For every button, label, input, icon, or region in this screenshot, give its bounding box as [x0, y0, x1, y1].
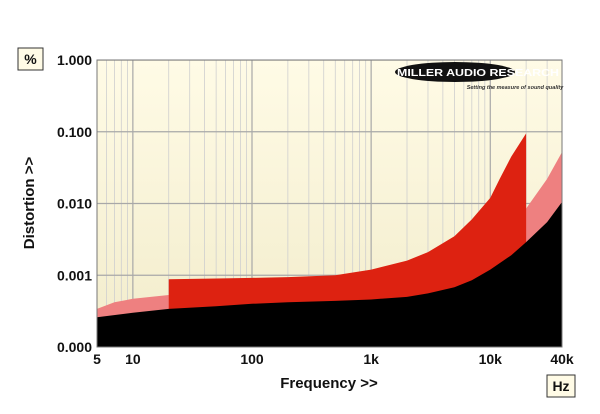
x-unit-label: Hz [552, 378, 569, 394]
series-group [97, 133, 562, 347]
x-tick-label: 5 [93, 351, 101, 367]
y-unit-label: % [24, 51, 37, 67]
y-tick-label: 0.000 [57, 339, 92, 355]
logo-name: MILLER AUDIO RESEARCH [397, 67, 559, 79]
y-tick-label: 0.010 [57, 196, 92, 212]
x-unit-box [546, 374, 576, 398]
logo-tagline: Setting the measure of sound quality [467, 85, 565, 91]
x-tick-labels: 5 10 100 1k 10k 40k [93, 351, 574, 367]
x-tick-label: 100 [240, 351, 264, 367]
series-area-3 [97, 201, 562, 347]
miller-audio-research-logo: MILLER AUDIO RESEARCH Setting the measur… [395, 62, 564, 91]
x-tick-label: 40k [550, 351, 574, 367]
y-tick-labels: 0.000 0.001 0.010 0.100 1.000 [57, 52, 92, 355]
y-tick-label: 0.100 [57, 124, 92, 140]
plot-frame [96, 59, 563, 348]
x-axis-title: Frequency >> [280, 375, 378, 392]
x-tick-label: 10k [479, 351, 503, 367]
x-tick-label: 1k [363, 351, 379, 367]
y-tick-label: 1.000 [57, 52, 92, 68]
x-tick-label: 10 [125, 351, 141, 367]
y-unit-box [17, 47, 44, 71]
y-tick-label: 0.001 [57, 267, 92, 283]
y-axis-title: Distortion >> [21, 157, 38, 250]
logo-ellipse [395, 62, 515, 82]
